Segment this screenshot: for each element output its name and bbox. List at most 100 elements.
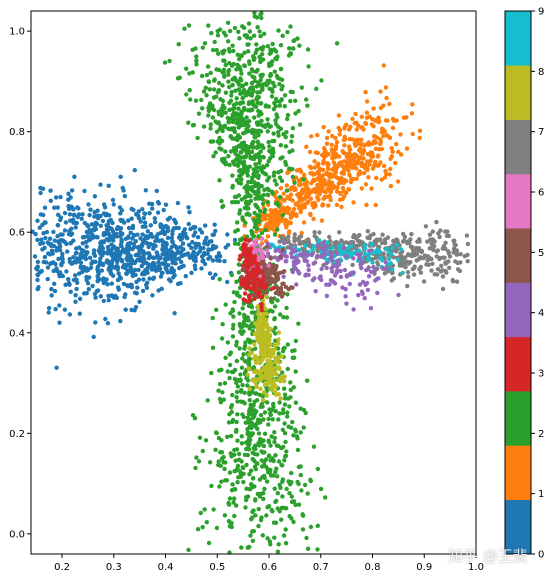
data-point <box>336 154 342 159</box>
data-point <box>265 192 270 197</box>
data-point <box>301 177 306 182</box>
data-point <box>216 251 222 256</box>
data-point <box>148 242 154 247</box>
data-point <box>311 444 317 449</box>
data-point <box>259 449 264 454</box>
data-point <box>251 508 256 513</box>
data-point <box>288 98 293 104</box>
data-point <box>231 110 237 116</box>
data-point <box>444 233 450 238</box>
data-point <box>232 447 237 453</box>
data-point <box>184 92 189 97</box>
data-point <box>313 289 318 294</box>
data-point <box>244 494 249 500</box>
data-point <box>266 175 272 180</box>
data-point <box>394 242 399 248</box>
data-point <box>195 235 201 240</box>
data-point <box>243 340 248 345</box>
data-point <box>390 267 395 272</box>
data-point <box>244 148 249 153</box>
data-point <box>162 60 168 65</box>
data-point <box>209 247 215 252</box>
data-point <box>319 218 325 223</box>
data-point <box>220 83 225 88</box>
data-point <box>431 244 436 250</box>
data-point <box>336 181 341 186</box>
data-point <box>211 507 216 512</box>
colorbar-tick-label: 6 <box>538 188 544 199</box>
data-point <box>126 218 131 223</box>
data-point <box>262 431 268 436</box>
data-point <box>279 354 285 359</box>
data-point <box>341 165 347 170</box>
data-point <box>236 262 242 267</box>
data-point <box>342 159 347 164</box>
x-tick-label: 1.0 <box>468 562 484 573</box>
data-point <box>191 249 196 254</box>
data-point <box>259 458 264 463</box>
data-point <box>251 88 256 94</box>
data-point <box>269 87 275 92</box>
data-point <box>56 256 61 262</box>
data-point <box>278 156 283 161</box>
data-point <box>451 250 456 255</box>
data-point <box>196 242 201 247</box>
data-point <box>293 98 298 104</box>
data-point <box>239 237 244 243</box>
watermark-text: 知乎 @王斐 <box>448 547 528 565</box>
data-point <box>229 63 235 68</box>
data-point <box>160 246 165 251</box>
data-point <box>262 390 267 395</box>
data-point <box>90 283 95 289</box>
data-point <box>306 263 311 268</box>
data-point <box>240 382 245 388</box>
scatter-points <box>30 10 471 555</box>
data-point <box>258 420 263 425</box>
data-point <box>278 66 284 72</box>
data-point <box>302 172 307 178</box>
data-point <box>258 149 263 154</box>
data-point <box>223 302 228 307</box>
data-point <box>115 277 121 283</box>
data-point <box>267 273 272 278</box>
data-point <box>216 51 221 56</box>
data-point <box>255 426 260 431</box>
data-point <box>229 272 234 278</box>
data-point <box>111 202 116 207</box>
data-point <box>154 234 159 239</box>
data-point <box>446 249 451 254</box>
data-point <box>288 380 293 385</box>
data-point <box>390 125 396 131</box>
data-point <box>250 232 255 237</box>
data-point <box>222 466 227 472</box>
data-point <box>45 265 51 270</box>
data-point <box>270 41 275 47</box>
data-point <box>282 402 288 407</box>
data-point <box>396 149 401 155</box>
data-point <box>245 378 251 383</box>
data-point <box>419 248 424 254</box>
data-point <box>273 290 279 296</box>
data-point <box>305 546 311 551</box>
data-point <box>253 221 258 226</box>
data-point <box>333 170 339 175</box>
data-point <box>79 216 84 221</box>
data-point <box>242 312 247 318</box>
data-point <box>66 277 71 282</box>
data-point <box>239 545 244 550</box>
data-point <box>317 230 322 235</box>
data-point <box>389 270 395 276</box>
data-point <box>111 238 116 243</box>
data-point <box>75 257 80 262</box>
data-point <box>247 298 253 304</box>
data-point <box>417 266 422 272</box>
data-point <box>67 256 72 262</box>
data-point <box>355 141 361 146</box>
data-point <box>272 439 277 445</box>
data-point <box>251 412 256 417</box>
data-point <box>225 115 230 121</box>
data-point <box>237 451 242 457</box>
data-point <box>351 200 356 205</box>
data-point <box>236 106 241 111</box>
data-point <box>381 163 387 169</box>
